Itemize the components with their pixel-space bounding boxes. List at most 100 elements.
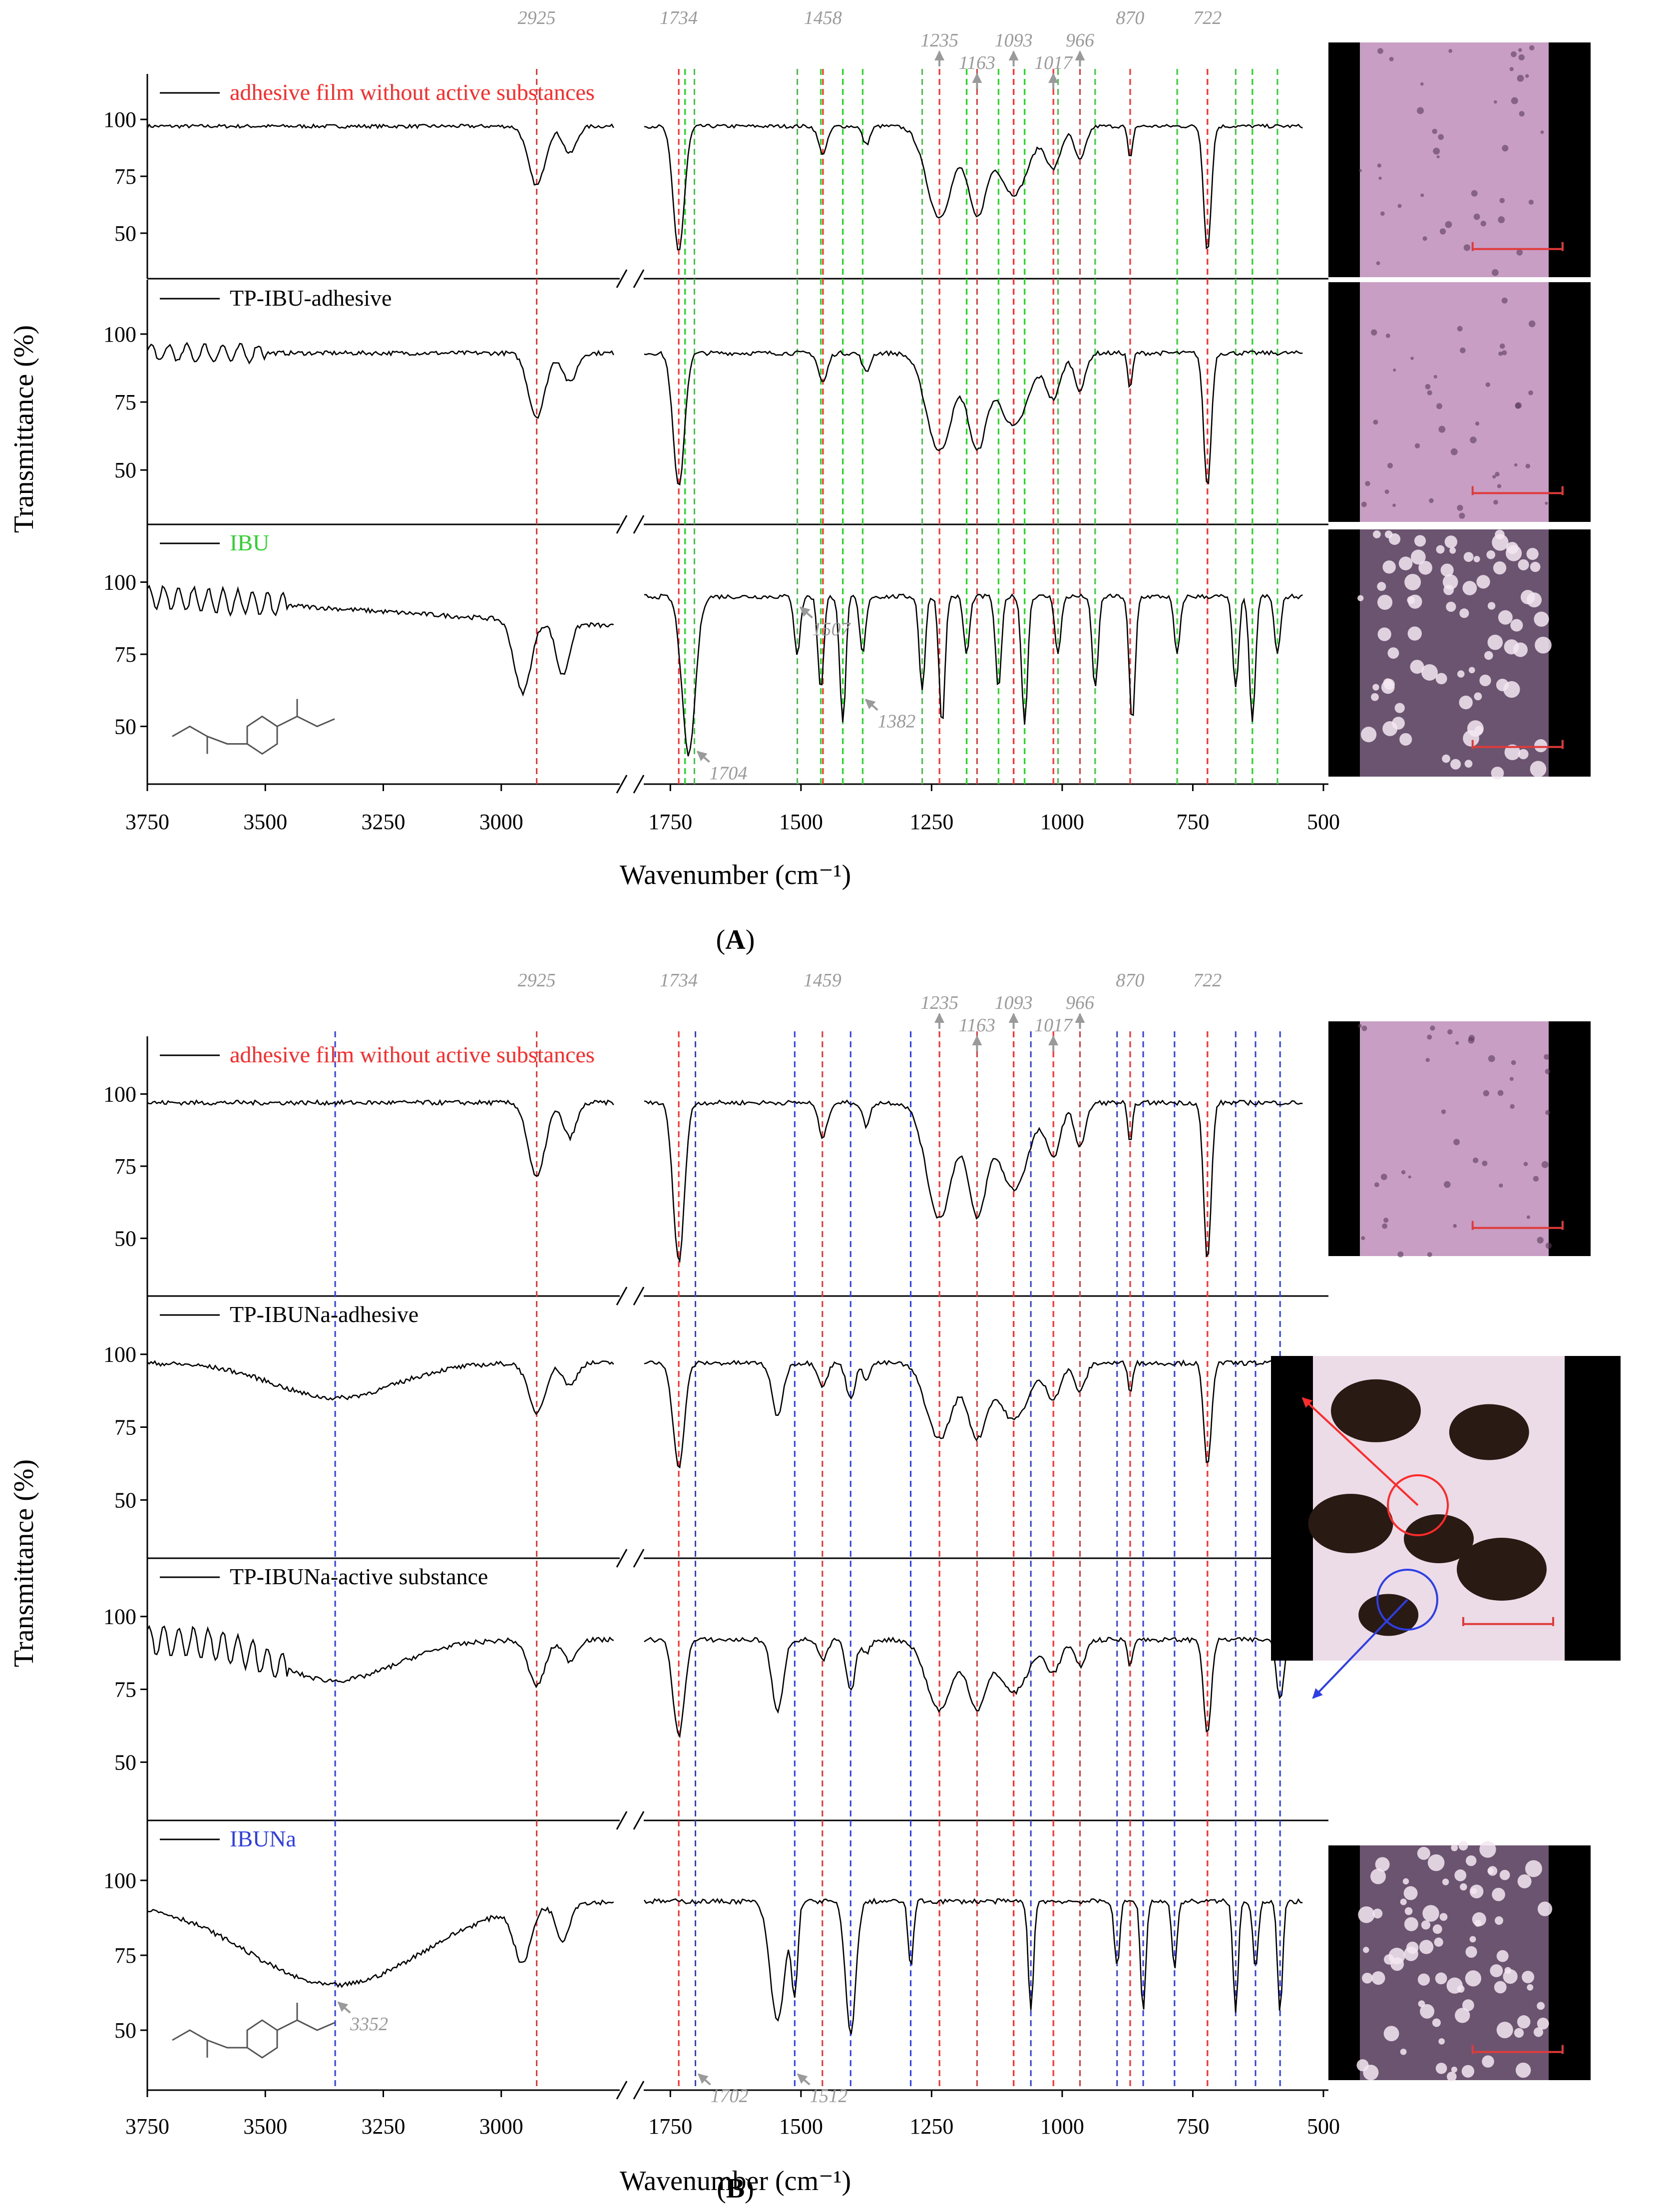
red-connector-arrow (1301, 1397, 1419, 1506)
y-tick-label: 100 (103, 1342, 136, 1367)
pore-spot (1509, 67, 1514, 71)
crystal-spot (1387, 647, 1399, 659)
crystal-spot (1444, 535, 1458, 548)
pore-spot (1359, 169, 1362, 172)
crystal-spot (1361, 727, 1377, 743)
pore-spot (1518, 54, 1525, 60)
pore-spot (1475, 422, 1480, 426)
crystal-spot (1479, 1841, 1496, 1858)
crystal-spot (1530, 561, 1541, 572)
x-axis-title: Wavenumber (cm⁻¹) (620, 2166, 851, 2197)
pore-spot (1541, 1161, 1549, 1168)
panel-label-paren: ) (745, 2173, 754, 2204)
axis-break-mark (616, 1287, 628, 1306)
crystal-spot (1443, 584, 1454, 595)
peak-label: 1507 (813, 619, 851, 640)
crystal-spot (1400, 2048, 1407, 2055)
crystal-spot (1435, 2063, 1447, 2074)
axis-break-mark (633, 1811, 645, 1830)
crystal-spot (1469, 1936, 1476, 1943)
micrograph-sample (1360, 282, 1549, 522)
crystal-spot (1465, 1970, 1482, 1987)
pore-spot (1358, 1024, 1362, 1028)
crystal-spot (1510, 619, 1523, 632)
pore-spot (1380, 211, 1385, 216)
panel-B: 50 75 100 50 75 100 50 75 100 50 75 100 adhesive fil… (8, 970, 1621, 2204)
spectrum-line (146, 584, 614, 697)
crystal-spot (1492, 534, 1509, 551)
y-tick-label: 75 (114, 1415, 136, 1440)
axis-break-mark (616, 2081, 628, 2100)
crystal-spot (1498, 610, 1513, 625)
crystal-spot (1492, 1887, 1505, 1901)
crystal-spot (1383, 2026, 1399, 2042)
peak-label: 870 (1116, 7, 1144, 28)
pore-spot (1427, 390, 1432, 396)
pore-spot (1414, 443, 1420, 448)
peak-label: 1017 (1034, 1015, 1073, 1036)
pore-spot (1436, 155, 1440, 159)
crystal-spot (1419, 1940, 1434, 1954)
peak-arrow (337, 2001, 351, 2014)
crystal-spot (1499, 1869, 1510, 1880)
panel-label-paren: ( (717, 2173, 726, 2204)
crystal-spot (1421, 664, 1438, 681)
crystal-spot (1362, 1972, 1373, 1984)
crystal-spot (1525, 1860, 1542, 1877)
crystal-spot (1417, 1846, 1430, 1860)
pore-spot (1492, 475, 1496, 479)
peak-arrow (797, 2073, 811, 2086)
crystal-spot (1400, 1898, 1407, 1905)
pore-spot (1377, 163, 1381, 168)
pore-spot (1533, 1176, 1539, 1182)
x-tick-label: 1250 (909, 2114, 953, 2139)
x-tick-label: 1750 (648, 810, 692, 834)
pore-spot (1439, 228, 1446, 235)
crystal-spot (1399, 733, 1412, 746)
x-axis-title: Wavenumber (cm⁻¹) (620, 860, 851, 890)
pore-spot (1497, 484, 1502, 488)
axis-break-mark (633, 1549, 645, 1568)
pore-spot (1485, 382, 1491, 387)
crystal-spot (1451, 2066, 1457, 2073)
peak-label: 1093 (995, 30, 1033, 51)
x-tick-label: 3500 (243, 2114, 287, 2139)
x-tick-label: 750 (1176, 810, 1209, 834)
pore-spot (1425, 384, 1431, 390)
crystal-spot (1465, 1855, 1477, 1866)
y-tick-label: 100 (103, 322, 136, 347)
crystal-spot (1514, 2028, 1524, 2038)
crystal-spot (1377, 627, 1391, 641)
crystal-spot (1459, 695, 1473, 710)
pore-spot (1376, 261, 1380, 265)
crystal-spot (1398, 556, 1413, 570)
pore-spot (1510, 1104, 1515, 1109)
pore-spot (1455, 1041, 1459, 1045)
crystal-spot (1410, 660, 1424, 674)
peak-label: 1017 (1034, 52, 1073, 73)
axis-break-gap (620, 1286, 644, 1306)
benzene-ring-icon (246, 2019, 278, 2059)
crystal-spot (1363, 2065, 1379, 2081)
crystal-spot (1515, 2062, 1531, 2078)
crystal-spot (1487, 1866, 1498, 1876)
pore-spot (1384, 489, 1389, 494)
y-tick-label: 50 (114, 1488, 136, 1512)
crystal-spot (1370, 1868, 1386, 1884)
axis-break-mark (616, 515, 628, 534)
legend-label: TP-IBUNa-adhesive (230, 1302, 419, 1327)
crystal-spot (1504, 639, 1519, 655)
crystal-spot (1402, 1878, 1409, 1885)
pore-spot (1365, 481, 1370, 486)
pore-spot (1482, 1160, 1488, 1166)
x-tick-label: 1500 (779, 2114, 823, 2139)
crystal-spot (1537, 2017, 1549, 2030)
crystal-spot (1518, 559, 1529, 570)
spectrum-line (644, 1359, 1303, 1469)
crystal-spot (1496, 678, 1509, 691)
molecule-structure-icon (172, 2003, 335, 2059)
peak-label: 1734 (660, 970, 698, 991)
pore-spot (1377, 48, 1383, 54)
pore-spot (1483, 1090, 1490, 1097)
peak-arrow (864, 699, 878, 711)
